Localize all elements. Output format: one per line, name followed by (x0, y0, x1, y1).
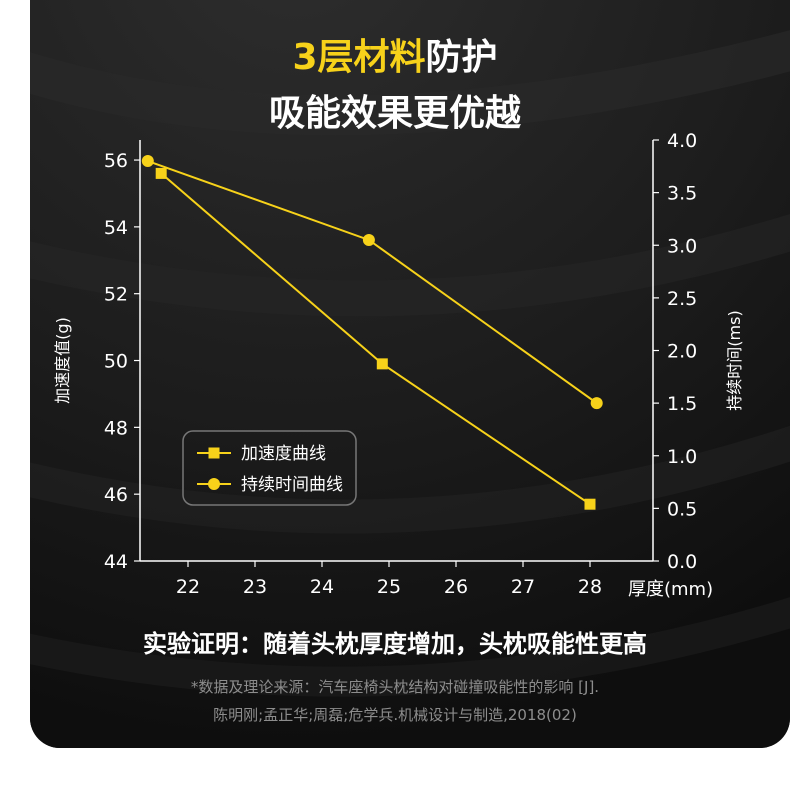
y-right-tick-label: 1.0 (667, 446, 697, 468)
x-tick-label: 23 (243, 576, 267, 598)
legend-label: 加速度曲线 (241, 444, 326, 464)
y-right-tick-label: 3.0 (667, 235, 697, 257)
card-background (30, 0, 790, 748)
data-point-circle (141, 155, 154, 168)
y-right-tick-label: 1.5 (667, 393, 697, 415)
title-rest: 防护 (425, 37, 498, 78)
x-tick-label: 22 (176, 576, 200, 598)
x-tick-label: 24 (310, 576, 334, 598)
data-point-circle (362, 233, 375, 246)
page-title-line2: 吸能效果更优越 (268, 93, 521, 134)
y-right-axis-title: 持续时间(ms) (725, 310, 744, 410)
swirl-background (30, 0, 790, 748)
data-point-square (376, 358, 388, 370)
y-right-tick-label: 2.0 (667, 341, 697, 363)
legend-box (182, 430, 357, 506)
page-title-line1: 3层材料防护 (0, 28, 790, 80)
y-right-tick-label: 2.5 (667, 288, 697, 310)
y-left-tick-label: 54 (104, 217, 128, 239)
data-point-square (155, 167, 167, 179)
source-citation-line2: 陈明刚;孟正华;周磊;危学兵.机械设计与制造,2018(02) (213, 706, 577, 724)
y-left-tick-label: 50 (104, 351, 128, 373)
y-left-tick-label: 56 (104, 150, 128, 172)
source-citation-line1: *数据及理论来源：汽车座椅头枕结构对碰撞吸能性的影响 [J]. (190, 678, 600, 696)
x-tick-label: 25 (377, 576, 401, 598)
series-line-2 (147, 160, 598, 404)
legend-label: 持续时间曲线 (241, 475, 343, 495)
x-tick-label: 26 (444, 576, 468, 598)
data-point-circle (590, 397, 603, 410)
y-right-tick-label: 0.0 (667, 551, 697, 573)
conclusion-text: 实验证明：随着头枕厚度增加，头枕吸能性更高 (143, 630, 647, 658)
x-axis-title: 厚度(mm) (628, 579, 713, 600)
y-left-tick-label: 46 (104, 484, 128, 506)
x-tick-label: 27 (511, 576, 535, 598)
y-left-tick-label: 48 (104, 417, 128, 439)
dual-axis-line-chart: 44 46 48 50 52 54 56 0.0 0.5 1.0 1.5 2.0 2.5 3.0 3.5 4.… (53, 130, 744, 600)
legend-marker-square (208, 447, 220, 459)
y-right-tick-label: 0.5 (667, 498, 697, 520)
legend-marker-circle (208, 478, 220, 490)
y-left-axis-title: 加速度值(g) (53, 317, 72, 404)
y-right-tick-label: 4.0 (667, 130, 697, 152)
y-left-tick-label: 44 (104, 551, 128, 573)
series-line-1 (160, 172, 591, 506)
y-right-tick-label: 3.5 (667, 183, 697, 205)
data-point-square (584, 498, 596, 510)
x-tick-label: 28 (578, 576, 602, 598)
title-highlight: 3层材料 (292, 37, 426, 78)
y-left-tick-label: 52 (104, 284, 128, 306)
